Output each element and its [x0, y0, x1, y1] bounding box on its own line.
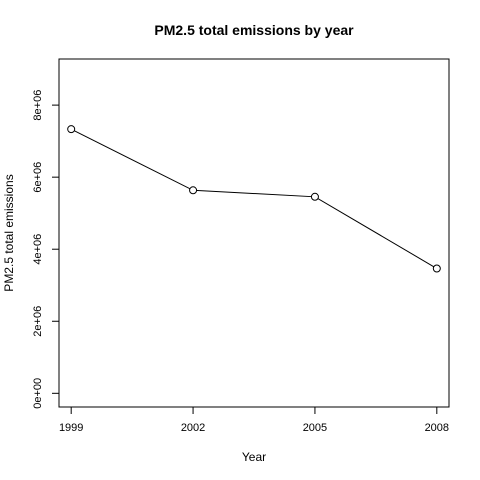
- data-point: [432, 264, 441, 273]
- y-tick-label: 6e+06: [32, 162, 44, 193]
- x-axis: 1999 2002 2005 2008: [59, 406, 449, 434]
- y-axis-label: PM2.5 total emissions: [2, 174, 16, 291]
- y-tick-label: 4e+06: [32, 234, 44, 265]
- data-point: [67, 125, 76, 134]
- x-tick-label: 2005: [303, 422, 327, 434]
- x-axis-label: Year: [242, 450, 266, 464]
- y-axis: 0e+00 2e+06 4e+06 6e+06 8e+06: [32, 90, 60, 409]
- data-point: [189, 186, 198, 195]
- x-tick-label: 1999: [59, 422, 83, 434]
- x-tick-label: 2008: [425, 422, 449, 434]
- data-point: [310, 192, 319, 201]
- y-tick-label: 0e+00: [32, 378, 44, 409]
- y-tick-label: 8e+06: [32, 90, 44, 121]
- x-tick-label: 2002: [181, 422, 205, 434]
- y-tick-label: 2e+06: [32, 306, 44, 337]
- series-emissions: [67, 125, 441, 273]
- chart-title: PM2.5 total emissions by year: [154, 22, 354, 38]
- series-line: [70, 128, 438, 269]
